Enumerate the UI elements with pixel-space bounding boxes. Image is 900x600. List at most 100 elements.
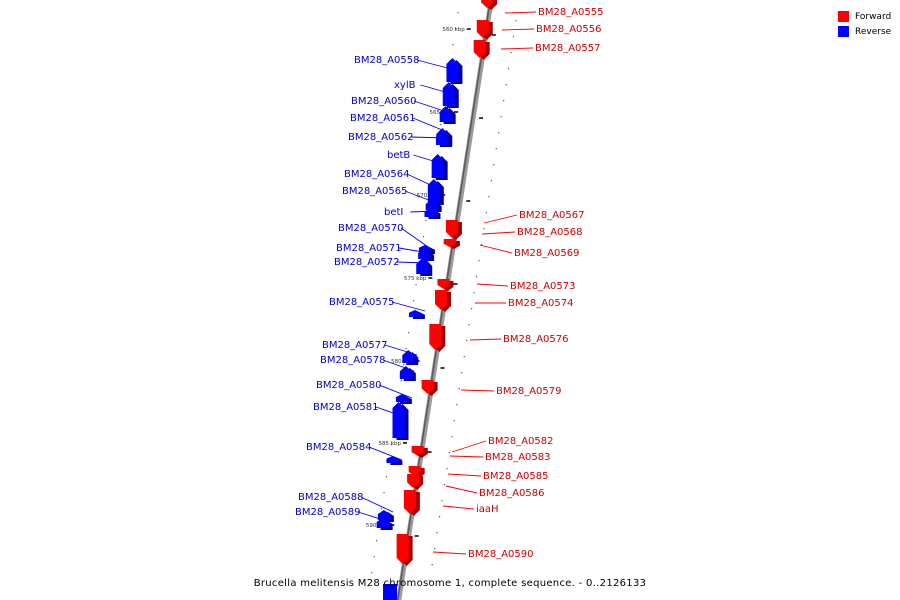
ruler-dot: [480, 244, 483, 246]
ruler-dot: [463, 356, 465, 358]
gene-label: BM28_A0573: [510, 281, 576, 292]
ruler-dot: [468, 324, 470, 326]
ruler-label: 575 kbp: [404, 276, 427, 282]
gene-leader: [479, 244, 513, 254]
gene-leader: [412, 117, 448, 133]
ruler-dot: [440, 124, 442, 126]
gene-arrow: [437, 279, 450, 289]
gene-leader: [432, 551, 467, 555]
ruler-dot: [503, 100, 505, 102]
gene-arrow: [407, 474, 420, 488]
ruler-dot: [515, 20, 517, 22]
gene-label: BM28_A0576: [503, 334, 569, 345]
gene-leader: [413, 100, 448, 113]
gene-label: BM28_A0582: [488, 436, 554, 447]
gene-arrow: [408, 310, 421, 317]
ruler-dot: [443, 484, 446, 486]
gene-leader: [378, 384, 413, 399]
gene-leader: [420, 84, 450, 94]
gene-leader: [451, 440, 487, 453]
gene-leader: [416, 59, 452, 70]
ruler-dot: [371, 572, 373, 574]
gene-label: BM28_A0581: [313, 402, 379, 413]
gene-label: betI: [384, 207, 403, 218]
gene-leader: [404, 190, 440, 205]
gene-label: BM28_A0568: [517, 227, 583, 238]
gene-leader: [400, 227, 432, 250]
gene-label: BM28_A0561: [350, 113, 416, 124]
gene-leader: [391, 301, 426, 312]
gene-arrow: [392, 402, 405, 438]
gene-label: BM28_A0585: [483, 471, 549, 482]
gene-arrow: [481, 0, 494, 8]
gene-arrow: [445, 220, 458, 238]
ruler-dot: [376, 540, 378, 542]
gene-leader: [500, 47, 534, 50]
gene-label: BM28_A0570: [338, 223, 404, 234]
ruler-dot: [510, 52, 512, 54]
gene-arrow: [442, 82, 455, 106]
gene-label: BM28_A0579: [496, 386, 562, 397]
gene-label: betB: [387, 150, 410, 161]
gene-leader: [384, 344, 418, 356]
ruler-dot: [373, 556, 375, 558]
gene-leader: [360, 496, 394, 513]
gene-label: BM28_A0560: [351, 96, 417, 107]
ruler-dot: [505, 84, 507, 86]
gene-arrow: [411, 448, 424, 455]
ruler-dot: [431, 564, 433, 566]
gene-label: BM28_A0558: [354, 55, 420, 66]
gene-arrow: [416, 258, 429, 274]
ruler-dot: [483, 228, 485, 230]
ruler-dot: [451, 436, 453, 438]
ruler-dot: [500, 116, 502, 118]
gene-leader: [410, 136, 448, 139]
ruler-dot: [490, 180, 492, 182]
gene-leader: [469, 338, 502, 341]
ruler-dot: [415, 284, 417, 286]
ruler-dot: [498, 132, 500, 134]
gene-arrow: [377, 510, 390, 520]
ruler-dot: [493, 164, 495, 166]
gene-label: BM28_A0562: [348, 132, 414, 143]
gene-label: BM28_A0565: [342, 186, 408, 197]
gene-leader: [504, 11, 537, 14]
ruler-dot: [441, 500, 443, 502]
gene-arrow: [408, 466, 421, 476]
gene-leader: [357, 511, 391, 523]
map-caption: Brucella melitensis M28 chromosome 1, co…: [253, 578, 647, 589]
gene-leader: [413, 154, 444, 165]
gene-leader: [449, 455, 484, 458]
gene-leader: [460, 389, 495, 392]
gene-label: BM28_A0583: [485, 452, 551, 463]
gene-arrow-partial: [383, 584, 397, 600]
gene-arrow: [429, 324, 442, 350]
legend-reverse: Reverse: [838, 24, 898, 39]
gene-label: BM28_A0567: [519, 210, 585, 221]
gene-arrow: [421, 380, 434, 394]
gene-leader: [481, 231, 516, 235]
ruler-dot: [413, 300, 415, 302]
gene-leader: [476, 283, 509, 287]
gene-leader: [442, 505, 475, 510]
ruler-dot: [454, 28, 457, 30]
gene-arrow: [386, 456, 399, 463]
ruler-dot: [400, 380, 402, 382]
ruler-dot: [438, 516, 441, 518]
ruler-dot: [495, 148, 497, 150]
ruler-dot: [390, 444, 393, 446]
gene-leader: [375, 406, 409, 419]
ruler-dot: [385, 476, 388, 478]
gene-label: BM28_A0557: [535, 43, 601, 54]
ruler-dot: [434, 548, 436, 550]
ruler-dot: [461, 372, 463, 374]
gene-label: BM28_A0572: [334, 257, 400, 268]
gene-leader: [382, 359, 415, 372]
legend-forward: Forward: [838, 9, 898, 24]
legend-reverse-label: Reverse: [855, 26, 892, 37]
gene-arrow: [424, 208, 437, 217]
gene-arrow: [473, 40, 486, 58]
gene-label: xylB: [394, 80, 416, 91]
gene-label: BM28_A0574: [508, 298, 574, 309]
gene-label: BM28_A0586: [479, 488, 545, 499]
